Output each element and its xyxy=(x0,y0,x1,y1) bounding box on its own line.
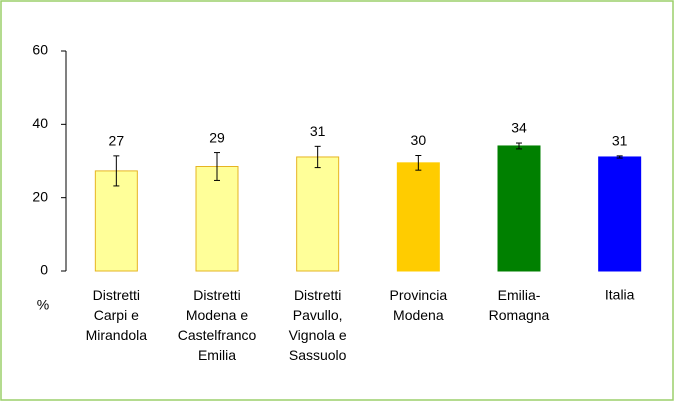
value-label: 29 xyxy=(209,129,225,145)
value-label: 27 xyxy=(109,133,125,149)
bar xyxy=(94,170,138,272)
x-tick-label: Distretti Carpi e Mirandola xyxy=(86,287,148,343)
y-tick-label: 20 xyxy=(32,188,48,204)
value-label: 31 xyxy=(310,123,326,139)
value-label: 31 xyxy=(612,133,628,149)
y-tick-label: 60 xyxy=(32,42,48,58)
bar xyxy=(296,156,340,272)
value-label: 34 xyxy=(511,120,527,136)
bar xyxy=(598,156,642,272)
bar xyxy=(195,166,239,272)
bar xyxy=(497,145,541,272)
y-tick-label: 0 xyxy=(40,262,48,278)
x-tick-label: Provincia Modena xyxy=(390,287,448,323)
y-axis-label: % xyxy=(37,297,49,313)
value-label: 30 xyxy=(411,132,427,148)
y-tick-label: 40 xyxy=(32,115,48,131)
x-tick-label: Distretti Pavullo, Vignola e Sassuolo xyxy=(289,287,347,363)
x-tick-label: Emilia-Romagna xyxy=(489,287,550,323)
x-tick-label: Italia xyxy=(605,287,635,303)
x-tick-label: Distretti Modena e Castelfranco Emilia xyxy=(178,287,257,363)
bar xyxy=(396,162,440,272)
